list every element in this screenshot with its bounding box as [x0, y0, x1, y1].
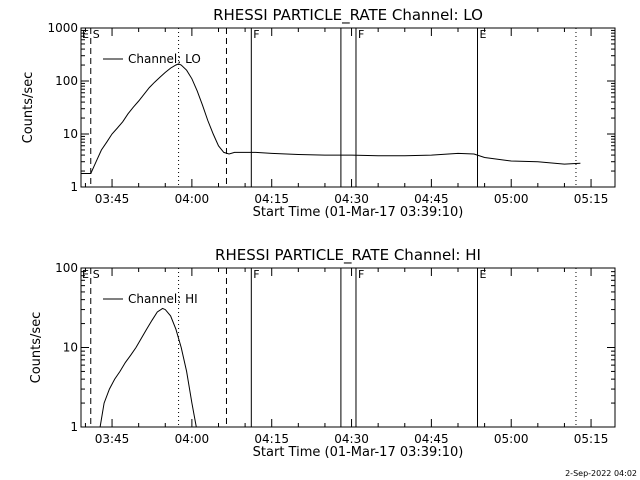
x-tick-label: 04:00	[175, 192, 210, 206]
chart-panel-lo: RHESSI PARTICLE_RATE Channel: LO 1 10 100 10…	[21, 6, 616, 220]
y-axis-label: Counts/sec	[21, 72, 36, 144]
y-tick-label: 10	[63, 341, 78, 355]
event-label: E	[480, 28, 487, 41]
x-tick-label: 04:30	[334, 432, 369, 446]
x-tick-label: 04:15	[254, 192, 289, 206]
chart-panel-hi: RHESSI PARTICLE_RATE Channel: HI 1 10 100 03…	[29, 246, 616, 460]
plot-frame	[80, 27, 616, 188]
y-tick-label: 1000	[47, 21, 78, 35]
series-line	[81, 63, 581, 174]
x-tick-label: 05:15	[574, 192, 609, 206]
chart-title: RHESSI PARTICLE_RATE Channel: LO	[213, 6, 483, 25]
event-label: F	[358, 268, 364, 281]
x-tick-label: 04:45	[414, 192, 449, 206]
x-tick-label: 05:00	[494, 192, 529, 206]
x-tick-label: 04:15	[254, 432, 289, 446]
series-line	[99, 307, 197, 428]
x-tick-label: 03:45	[95, 192, 130, 206]
x-tick-label: 04:30	[334, 192, 369, 206]
x-tick-label: 03:45	[95, 432, 130, 446]
y-tick-label: 10	[63, 127, 78, 141]
chart-title: RHESSI PARTICLE_RATE Channel: HI	[215, 246, 481, 265]
y-tick-label: 100	[55, 74, 78, 88]
event-label: S	[93, 28, 100, 41]
legend-label: Channel: HI	[128, 292, 198, 306]
y-tick-label: 100	[55, 261, 78, 275]
footer-date: 2-Sep-2022 04:02	[565, 469, 637, 478]
event-label: S	[93, 268, 100, 281]
x-tick-label: 05:15	[574, 432, 609, 446]
x-tick-label: 04:00	[175, 432, 210, 446]
x-tick-label: 05:00	[494, 432, 529, 446]
event-label: F	[253, 28, 259, 41]
event-label: F	[358, 28, 364, 41]
x-axis-label: Start Time (01-Mar-17 03:39:10)	[253, 205, 464, 220]
y-tick-label: 1	[70, 420, 78, 434]
y-tick-label: 1	[70, 180, 78, 194]
event-label-e-start: E	[82, 28, 89, 41]
event-label: E	[480, 268, 487, 281]
event-label: F	[253, 268, 259, 281]
x-tick-label: 04:45	[414, 432, 449, 446]
x-axis-label: Start Time (01-Mar-17 03:39:10)	[253, 445, 464, 460]
event-label-e-start: E	[82, 268, 89, 281]
y-axis-label: Counts/sec	[29, 312, 44, 384]
legend-label: Channel: LO	[128, 52, 201, 66]
